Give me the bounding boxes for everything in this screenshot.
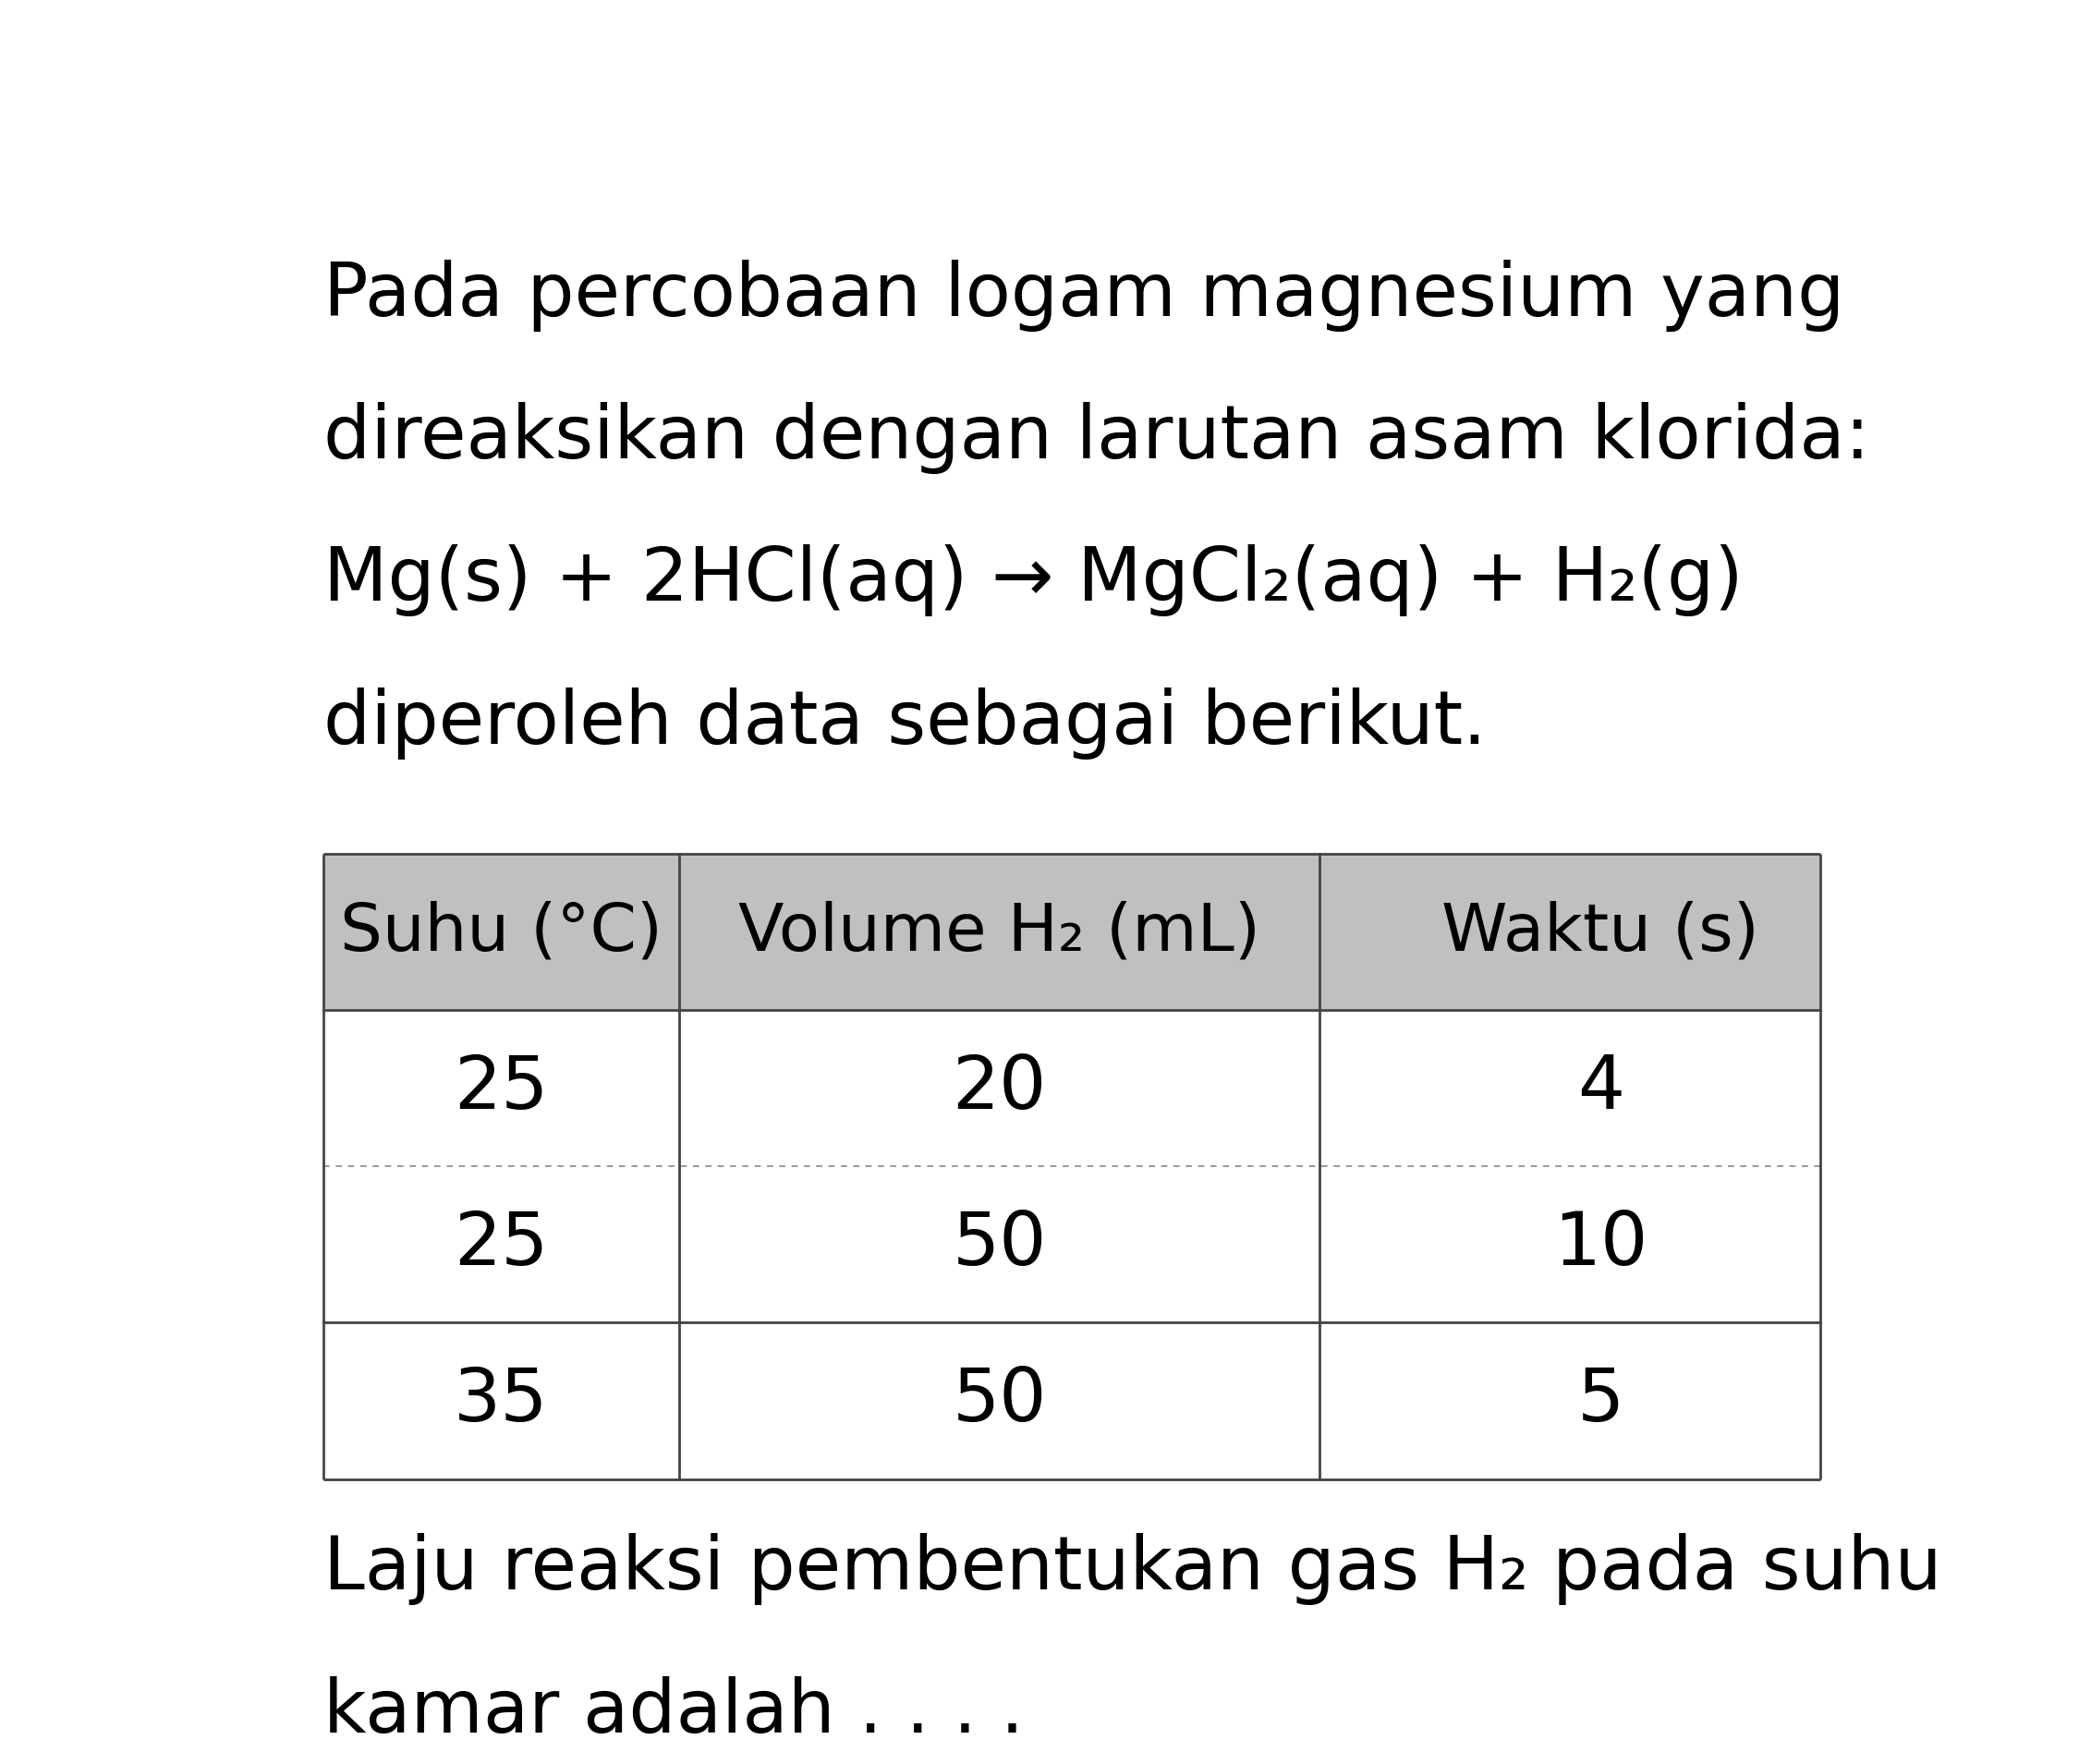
Text: Pada percobaan logam magnesium yang: Pada percobaan logam magnesium yang	[322, 259, 1844, 332]
Text: diperoleh data sebagai berikut.: diperoleh data sebagai berikut.	[322, 686, 1487, 759]
Text: Volume H₂ (mL): Volume H₂ (mL)	[738, 900, 1261, 965]
Text: Laju reaksi pembentukan gas H₂ pada suhu: Laju reaksi pembentukan gas H₂ pada suhu	[322, 1533, 1940, 1605]
Text: 50: 50	[951, 1208, 1048, 1281]
Text: 4: 4	[1577, 1053, 1625, 1124]
Text: 25: 25	[454, 1208, 548, 1281]
Bar	[322, 854, 1821, 1011]
Text: 35: 35	[454, 1365, 548, 1438]
Text: 50: 50	[951, 1365, 1048, 1438]
Text: 20: 20	[951, 1053, 1048, 1124]
Text: Suhu (°C): Suhu (°C)	[341, 900, 663, 965]
Text: 10: 10	[1554, 1208, 1648, 1281]
Text: 5: 5	[1577, 1365, 1625, 1438]
Text: 25: 25	[454, 1053, 548, 1124]
Text: Mg(s) + 2HCl(aq) → MgCl₂(aq) + H₂(g): Mg(s) + 2HCl(aq) → MgCl₂(aq) + H₂(g)	[322, 545, 1742, 617]
Text: direaksikan dengan larutan asam klorida:: direaksikan dengan larutan asam klorida:	[322, 402, 1869, 475]
Text: kamar adalah . . . .: kamar adalah . . . .	[322, 1676, 1025, 1748]
Text: Waktu (s): Waktu (s)	[1443, 900, 1761, 965]
